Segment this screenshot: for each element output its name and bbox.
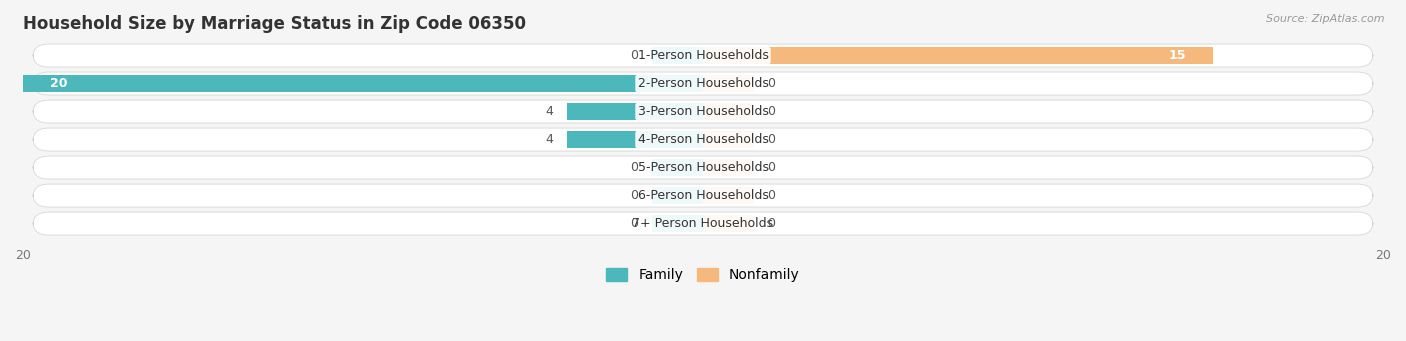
- Text: 0: 0: [768, 217, 776, 230]
- Bar: [652, 215, 703, 232]
- FancyBboxPatch shape: [34, 100, 1372, 123]
- Text: 6-Person Households: 6-Person Households: [637, 189, 769, 202]
- Text: 0: 0: [630, 161, 638, 174]
- Text: 0: 0: [768, 189, 776, 202]
- Bar: [567, 103, 703, 120]
- Bar: [703, 159, 754, 176]
- Text: 4: 4: [546, 105, 554, 118]
- Bar: [703, 75, 754, 92]
- Bar: [703, 103, 754, 120]
- FancyBboxPatch shape: [34, 72, 1372, 95]
- Text: 0: 0: [630, 49, 638, 62]
- Bar: [703, 187, 754, 204]
- Text: 4-Person Households: 4-Person Households: [637, 133, 769, 146]
- Bar: [703, 47, 1213, 64]
- Bar: [652, 187, 703, 204]
- Text: Household Size by Marriage Status in Zip Code 06350: Household Size by Marriage Status in Zip…: [22, 15, 526, 33]
- Text: 0: 0: [630, 217, 638, 230]
- Text: Source: ZipAtlas.com: Source: ZipAtlas.com: [1267, 14, 1385, 24]
- Text: 0: 0: [630, 189, 638, 202]
- Text: 0: 0: [768, 77, 776, 90]
- Text: 2-Person Households: 2-Person Households: [637, 77, 769, 90]
- Text: 20: 20: [51, 77, 67, 90]
- Text: 0: 0: [768, 161, 776, 174]
- Text: 4: 4: [546, 133, 554, 146]
- Text: 7+ Person Households: 7+ Person Households: [633, 217, 773, 230]
- FancyBboxPatch shape: [34, 212, 1372, 235]
- Bar: [567, 131, 703, 148]
- Legend: Family, Nonfamily: Family, Nonfamily: [600, 263, 806, 288]
- Bar: [652, 47, 703, 64]
- Text: 3-Person Households: 3-Person Households: [637, 105, 769, 118]
- Bar: [652, 159, 703, 176]
- FancyBboxPatch shape: [34, 156, 1372, 179]
- Bar: [22, 75, 703, 92]
- Text: 1-Person Households: 1-Person Households: [637, 49, 769, 62]
- Text: 15: 15: [1168, 49, 1185, 62]
- FancyBboxPatch shape: [34, 184, 1372, 207]
- Bar: [703, 131, 754, 148]
- FancyBboxPatch shape: [34, 128, 1372, 151]
- Text: 0: 0: [768, 105, 776, 118]
- Text: 5-Person Households: 5-Person Households: [637, 161, 769, 174]
- FancyBboxPatch shape: [34, 44, 1372, 67]
- Bar: [703, 215, 754, 232]
- Text: 0: 0: [768, 133, 776, 146]
